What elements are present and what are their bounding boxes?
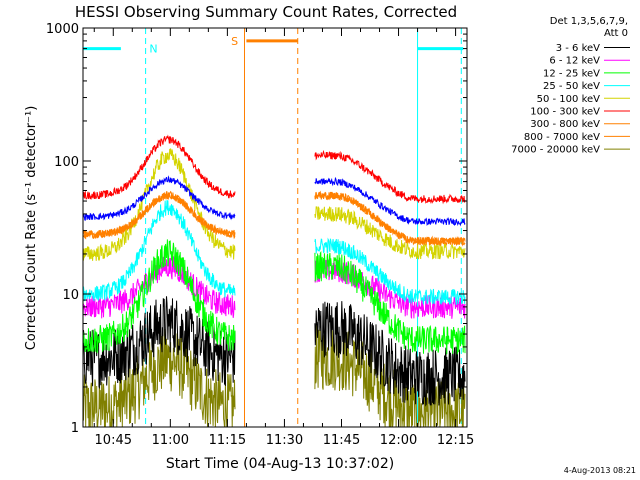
y-tick-label: 10 xyxy=(62,288,79,303)
x-tick-label: 12:15 xyxy=(437,433,474,448)
x-axis-label: Start Time (04-Aug-13 10:37:02) xyxy=(166,456,394,472)
plot-frame xyxy=(82,27,468,428)
legend-header: Att 0 xyxy=(604,28,628,39)
legend-item-label: 3 - 6 keV xyxy=(556,43,600,54)
x-tick-label: 11:45 xyxy=(323,433,360,448)
flag-label: N xyxy=(149,43,157,56)
y-tick-label: 1000 xyxy=(46,22,79,37)
x-tick-label: 11:15 xyxy=(209,433,246,448)
series-line xyxy=(82,256,466,320)
x-tick-label: 10:45 xyxy=(95,433,132,448)
legend-item-label: 25 - 50 keV xyxy=(543,81,600,92)
series-line xyxy=(82,296,466,407)
legend: Det 1,3,5,6,7,9,Att 0 3 - 6 keV 6 - 12 keV… xyxy=(511,16,630,156)
legend-item-label: 100 - 300 keV xyxy=(530,107,600,118)
x-tick-label: 11:00 xyxy=(152,433,189,448)
legend-item-label: 12 - 25 keV xyxy=(543,68,600,79)
y-axis-label: Corrected Count Rate (s⁻¹ detector⁻¹) xyxy=(24,106,39,351)
x-tick-label: 12:00 xyxy=(380,433,417,448)
y-tick-label: 1 xyxy=(71,421,79,436)
legend-item-label: 50 - 100 keV xyxy=(537,94,601,105)
series-layer xyxy=(82,134,466,429)
axes-layer: 1 10 100 1000 10:45 11:00 11:15 11:30 11:45 12:00… xyxy=(46,22,474,448)
chart-title: HESSI Observing Summary Count Rates, Cor… xyxy=(75,3,457,21)
legend-item-label: 800 - 7000 keV xyxy=(524,132,600,143)
flag-label: S xyxy=(231,35,238,48)
series-line xyxy=(82,175,466,227)
series-line xyxy=(82,325,466,429)
legend-item-label: 300 - 800 keV xyxy=(530,119,600,130)
x-tick-label: 11:30 xyxy=(266,433,303,448)
series-line xyxy=(82,134,466,205)
series-line xyxy=(82,148,466,262)
y-tick-label: 100 xyxy=(54,155,79,170)
legend-item-label: 6 - 12 keV xyxy=(549,56,600,67)
legend-item-label: 7000 - 20000 keV xyxy=(511,145,600,156)
series-line xyxy=(82,190,466,247)
series-line xyxy=(82,239,466,355)
footer-timestamp: 4-Aug-2013 08:21 xyxy=(564,466,636,475)
series-line xyxy=(82,200,466,305)
legend-header: Det 1,3,5,6,7,9, xyxy=(550,16,628,27)
